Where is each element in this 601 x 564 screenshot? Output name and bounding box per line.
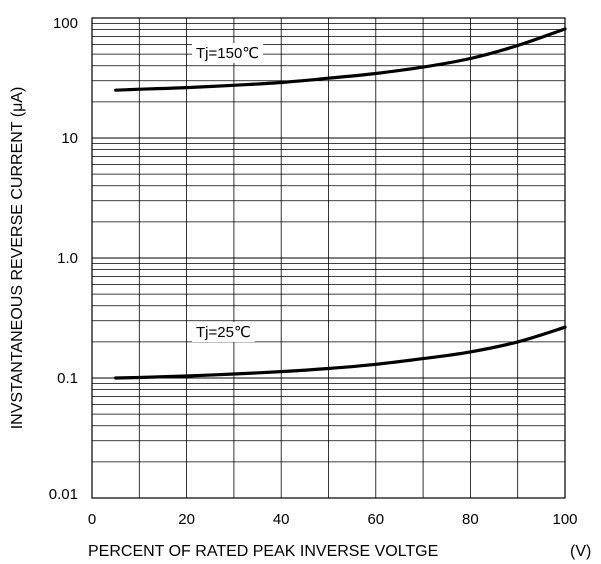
x-tick-label: 60 [367, 511, 384, 528]
y-axis-title: INVSTANTANEOUS REVERSE CURRENT (μA) [9, 87, 26, 430]
x-tick-label: 20 [178, 511, 195, 528]
series-label-background [192, 43, 264, 63]
series-label-tj25: Tj=25℃ [196, 324, 251, 341]
plot-frame [91, 17, 566, 499]
x-axis-title: PERCENT OF RATED PEAK INVERSE VOLTGE [88, 543, 438, 560]
y-tick-label: 1.0 [57, 250, 78, 267]
y-tick-label: 0.01 [49, 486, 78, 503]
x-tick-label: 0 [88, 511, 96, 528]
x-tick-label: 100 [552, 511, 577, 528]
series-label-tj150: Tj=150℃ [196, 45, 259, 62]
y-tick-label: 100 [53, 15, 78, 32]
series-line-tj150 [114, 27, 567, 92]
grid [92, 18, 565, 499]
y-tick-label: 10 [61, 130, 78, 147]
series-labels: Tj=150℃ Tj=25℃ [192, 43, 264, 342]
series-line-tj25 [114, 325, 567, 380]
series-lines [114, 27, 567, 380]
y-tick-label: 0.1 [57, 370, 78, 387]
x-axis-ticks: 0 20 40 60 80 100 [88, 511, 578, 528]
x-tick-label: 80 [462, 511, 479, 528]
x-tick-label: 40 [273, 511, 290, 528]
series-label-background [192, 322, 255, 342]
x-axis-unit: (V) [570, 543, 591, 560]
y-axis-ticks: 0.01 0.1 1.0 10 100 [49, 15, 78, 503]
